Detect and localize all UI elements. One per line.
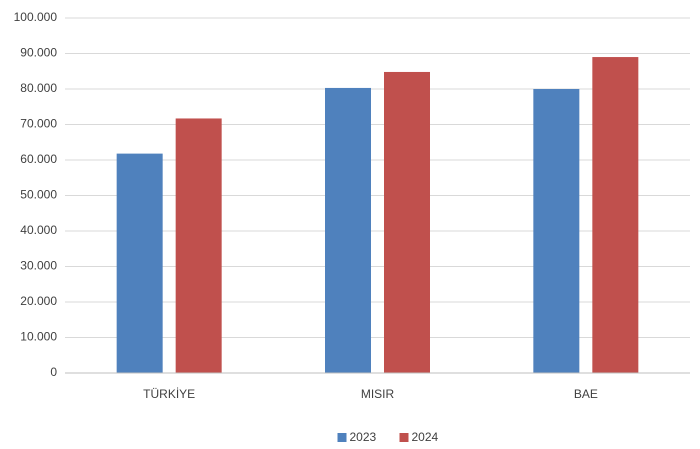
y-tick-label: 70.000: [20, 117, 57, 131]
y-tick-label: 40.000: [20, 223, 57, 237]
bar: [116, 153, 163, 373]
y-tick-label: 10.000: [20, 330, 57, 344]
bar: [325, 87, 371, 373]
legend-swatch: [337, 433, 347, 442]
y-tick-label: 60.000: [20, 152, 57, 166]
bar: [533, 89, 580, 373]
legend-label: 2024: [412, 430, 439, 444]
x-tick-label: TÜRKİYE: [143, 387, 195, 401]
legend-label: 2023: [350, 430, 377, 444]
y-tick-label: 50.000: [20, 188, 57, 202]
x-tick-label: MISIR: [361, 387, 395, 401]
y-tick-label: 80.000: [20, 81, 57, 95]
y-tick-label: 30.000: [20, 259, 57, 273]
y-tick-label: 100.000: [14, 10, 58, 24]
y-tick-label: 20.000: [20, 294, 57, 308]
bar: [175, 118, 222, 373]
y-tick-label: 0: [50, 365, 57, 379]
y-tick-label: 90.000: [20, 46, 57, 60]
legend-swatch: [399, 433, 409, 442]
x-tick-label: BAE: [574, 387, 598, 401]
bar: [384, 71, 430, 374]
bar: [592, 57, 639, 374]
